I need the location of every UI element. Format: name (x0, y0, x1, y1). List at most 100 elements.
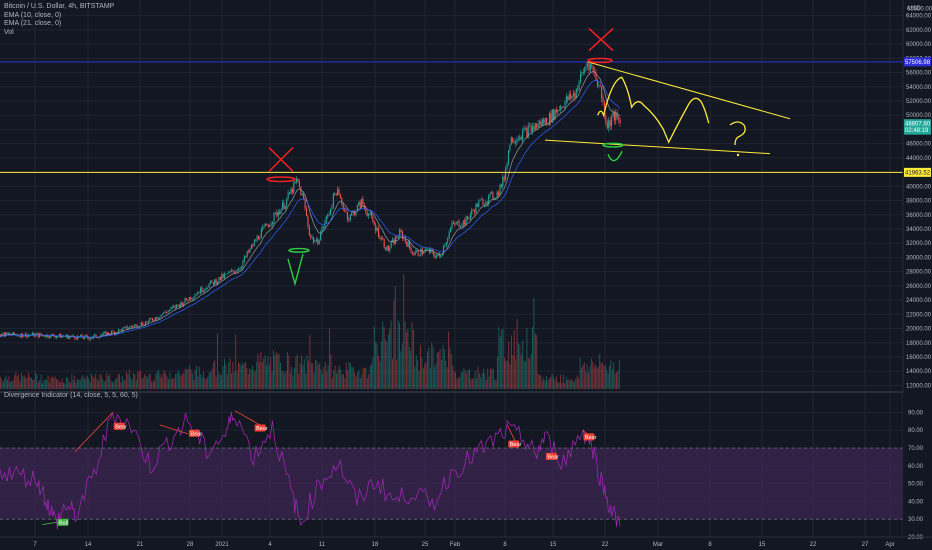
candle-body (0, 333, 3, 337)
volume-bar (396, 359, 398, 389)
indicator-axis[interactable]: 20.00 30.00 40.00 50.00 60.00 70.00 80.00 90.00 (903, 393, 932, 541)
candle-body (178, 305, 180, 308)
volume-bar (109, 374, 111, 389)
volume-bar (593, 366, 595, 389)
volume-bar (389, 328, 391, 389)
price-marker-bg (904, 125, 931, 135)
candle-body (34, 334, 36, 337)
volume-bar (380, 341, 382, 389)
volume-bar (134, 374, 136, 389)
volume-bar (544, 380, 546, 389)
volume-bar (161, 377, 162, 389)
volume-bar (226, 374, 228, 389)
volume-bar (564, 382, 566, 389)
volume-bar (152, 381, 154, 389)
volume-bar (467, 369, 469, 389)
volume-bar (291, 366, 293, 389)
volume-bar (460, 372, 462, 389)
candle-body (389, 247, 391, 251)
candle-body (492, 192, 494, 199)
candle-body (129, 326, 131, 329)
volume-bar (505, 360, 507, 389)
candle-body (40, 333, 42, 336)
volume-bar (197, 376, 199, 389)
candle-body (43, 335, 45, 337)
horizontal-levels[interactable] (0, 61, 903, 173)
candle-body (229, 271, 231, 272)
volume-bar (459, 377, 461, 389)
volume-bar (445, 360, 447, 389)
divergence-signals: Bull Bear Bear Bear Bear Bear Bear (57, 422, 597, 526)
volume-bar (351, 367, 353, 389)
candle-body (426, 248, 428, 250)
volume-bar (295, 356, 297, 389)
candle-body (574, 93, 576, 98)
volume-bar (448, 331, 449, 389)
volume-bar (408, 346, 410, 389)
candle-body (442, 246, 445, 254)
volume-bar (172, 377, 174, 389)
volume-bar (288, 355, 290, 389)
green-check-left (287, 253, 304, 287)
candle-body (564, 101, 566, 108)
time-tick: 11 (319, 542, 326, 548)
volume-bar (64, 383, 66, 389)
price-tick: 12000.00 (906, 383, 932, 389)
candle-body (400, 229, 402, 232)
volume-bar (464, 370, 466, 389)
volume-bar (107, 375, 109, 389)
indicator-title[interactable]: Divergence Indicator (14, close, 5, 5, 6… (4, 392, 138, 399)
candle-body (377, 227, 380, 238)
volume-bar (383, 327, 385, 389)
volume-bar (43, 379, 45, 389)
volume-bar (221, 375, 223, 389)
volume-bar (229, 358, 231, 389)
candle-body (318, 240, 320, 244)
candle-body (88, 337, 90, 340)
volume-bar (368, 374, 370, 389)
volume-bar (611, 369, 613, 389)
candle-body (144, 321, 147, 326)
volume-bar (159, 374, 161, 389)
volume-bar (110, 380, 112, 389)
volume-bar (302, 364, 304, 389)
time-tick: 15 (550, 542, 557, 548)
candle-body (242, 261, 244, 267)
volume-bar (54, 376, 56, 389)
volume-bar (418, 370, 420, 389)
candle-body (270, 224, 272, 225)
candle-body (376, 227, 378, 231)
candle-body (483, 204, 486, 206)
price-marker-bg (904, 57, 931, 67)
volume-bar (301, 355, 302, 389)
volume-bar (417, 360, 419, 389)
candle-body (111, 330, 113, 335)
volume-bar (29, 377, 31, 389)
candle-body (27, 335, 29, 338)
volume-bar (267, 355, 269, 389)
volume-bar (264, 355, 266, 389)
price-tick: 26000.00 (906, 284, 932, 290)
candle-body (214, 279, 216, 285)
volume-bar (40, 374, 42, 389)
volume-bar (114, 379, 116, 389)
legend-volume[interactable]: Vol (4, 28, 14, 36)
legend-ema10[interactable]: EMA (10, close, 0) (4, 11, 62, 19)
volume-bar (130, 377, 132, 389)
candle-body (91, 338, 93, 339)
legend-title[interactable]: Bitcoin / U.S. Dollar, 4h, BITSTAMP (4, 3, 115, 10)
volume-bar (268, 364, 270, 389)
time-axis[interactable]: 7 14 21 28 2021 4 11 18 25 Feb 8 15 22 Mar 8 15 22 27 Apr (0, 536, 932, 548)
candle-body (235, 271, 237, 273)
volume-bar (145, 375, 147, 389)
price-tick-top: 65000.00 (907, 7, 932, 13)
candle-body (232, 269, 234, 272)
volume-bar (522, 340, 524, 389)
candle-body (489, 192, 491, 196)
drawings[interactable] (266, 28, 791, 287)
legend-ema21[interactable]: EMA (21, close, 0) (4, 20, 62, 27)
volume-bar (84, 378, 85, 389)
volume-bar (365, 367, 367, 389)
candle-body (324, 222, 326, 228)
